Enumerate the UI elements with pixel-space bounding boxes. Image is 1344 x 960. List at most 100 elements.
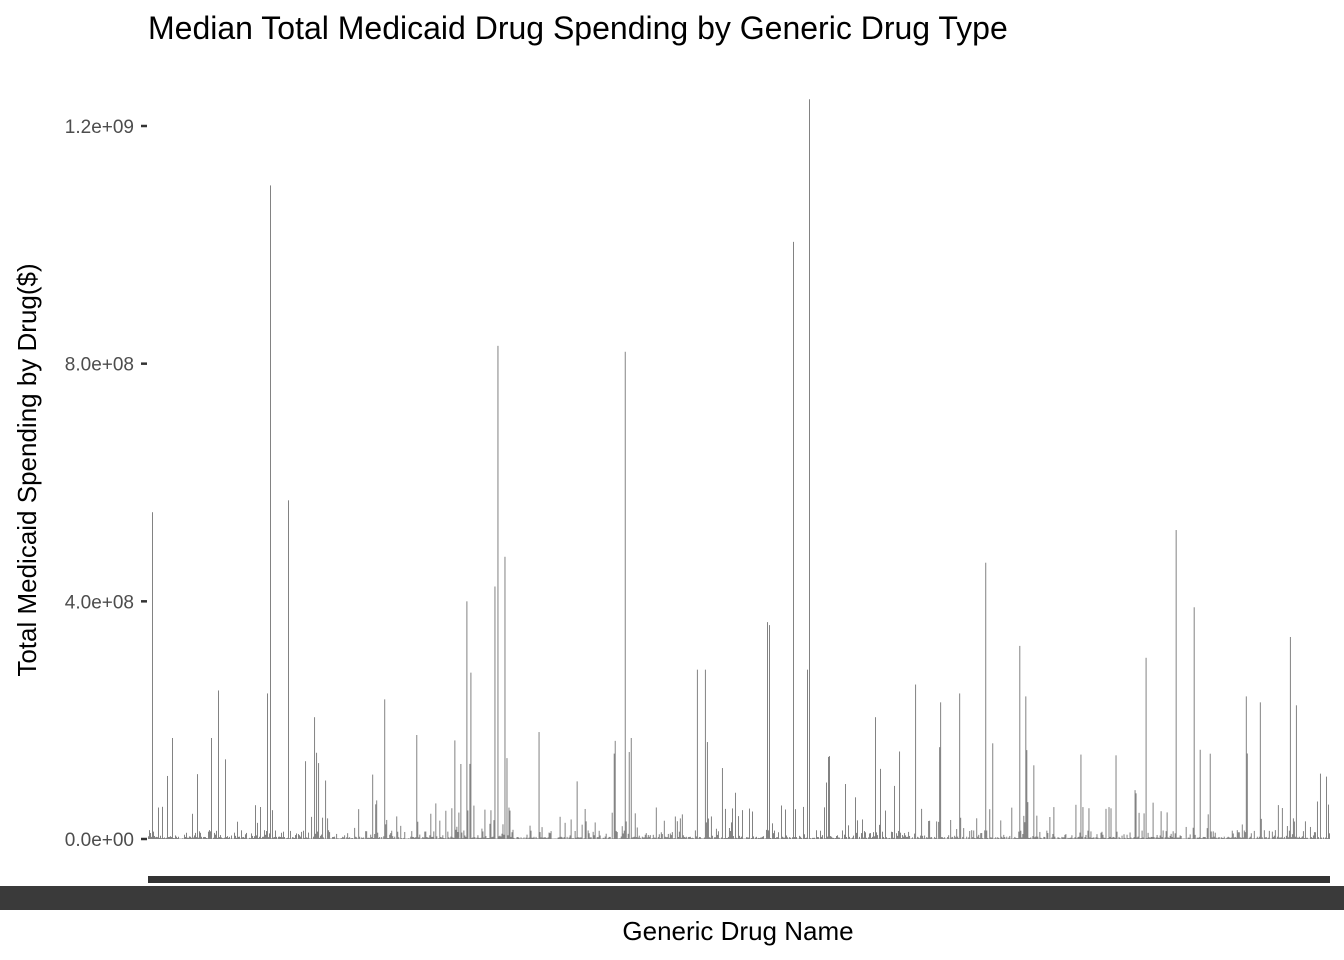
bar [192,813,193,839]
bar [1228,837,1230,839]
bar [986,830,988,839]
bar [716,834,718,839]
bar [318,763,320,839]
bar [1128,838,1130,839]
bar [467,810,469,839]
bar [200,832,201,839]
bar [688,836,690,839]
bar [908,831,910,839]
bar [296,833,297,839]
bar [203,837,204,839]
bar [625,821,627,839]
bar [1319,773,1321,839]
bar [1126,834,1128,839]
bar [747,837,748,839]
bar [431,836,433,839]
bar [1079,832,1081,839]
bar [1151,836,1153,839]
bar [393,838,395,839]
bar [349,837,351,839]
bar [453,837,455,839]
bar [516,837,518,839]
bar [613,753,615,839]
bar [738,816,739,839]
bar [951,837,953,839]
bar [830,836,831,839]
bar [471,837,473,839]
bar [772,823,773,839]
bar [1317,837,1319,839]
bar [709,837,711,839]
bar [1085,834,1087,839]
bar [1329,833,1330,839]
bar [690,838,692,839]
bar [482,831,484,839]
bar [655,807,657,839]
bar [1271,831,1273,839]
bar [902,835,904,839]
bar [408,838,410,839]
bar [973,830,975,839]
bar [592,831,594,839]
bar [633,836,635,839]
bar [963,828,965,839]
bar [309,838,311,839]
bar [1248,837,1250,839]
bar [696,669,698,839]
bar [1098,838,1100,839]
bar [975,838,977,839]
bar [866,837,867,839]
bar [773,833,774,839]
bar [174,838,175,839]
bar [220,835,221,839]
bar [542,837,544,839]
bar [1135,793,1137,839]
bar [1145,657,1147,839]
bar [683,836,685,839]
bar [852,837,853,839]
bar [1129,832,1131,839]
bar [1006,836,1008,839]
bar [480,837,482,839]
bar [462,838,464,839]
bar [1237,832,1239,839]
bar [1164,837,1166,839]
bar [1213,836,1215,839]
bar [737,838,738,839]
bar [724,808,726,839]
bar [938,821,940,839]
bar [372,774,374,839]
bar [593,835,595,839]
bar [765,838,766,839]
bar [456,826,458,839]
bar [486,838,488,839]
bar [252,835,253,839]
bar [388,838,390,839]
bar [1084,836,1086,839]
bar [1140,838,1142,839]
bar [729,831,731,839]
bar [166,837,167,839]
bar [763,836,764,839]
bar [889,837,890,839]
bar [202,838,203,839]
bar [1109,836,1111,839]
bar [412,836,414,839]
x-axis-title: Generic Drug Name [622,916,853,946]
bar [707,818,709,839]
bar [510,836,512,839]
bar [1194,834,1196,839]
bar [1127,838,1129,839]
bar [241,830,242,839]
bar [1002,837,1004,839]
bar [958,838,960,839]
bar [201,836,202,839]
bar [546,838,548,839]
bar [356,837,358,839]
bar [626,838,628,839]
bar [226,837,227,839]
bar [873,832,874,839]
bar [1136,837,1138,839]
bar [1112,836,1114,839]
bar [282,837,283,839]
